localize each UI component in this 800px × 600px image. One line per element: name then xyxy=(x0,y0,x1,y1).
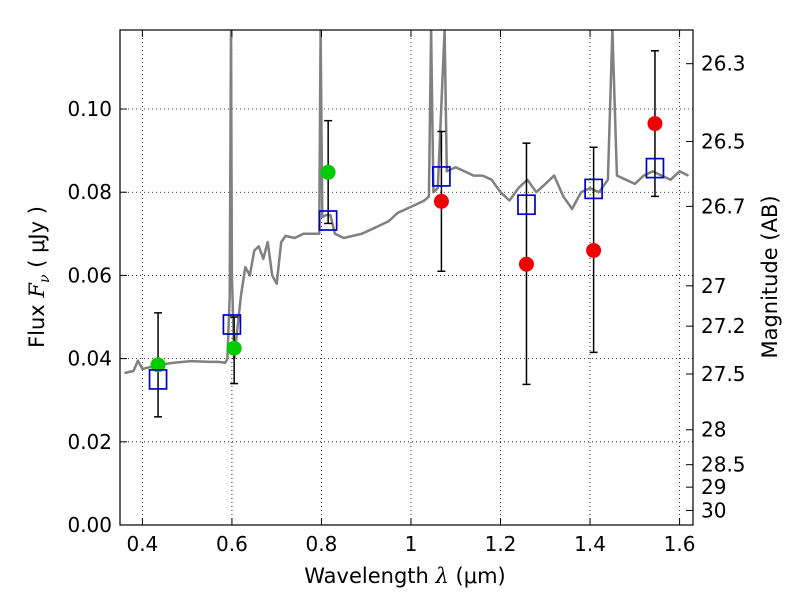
model-point xyxy=(517,194,536,216)
model-point xyxy=(148,369,168,390)
spectrum-line xyxy=(124,30,690,375)
model-photometry-series xyxy=(148,157,665,390)
observed-photometry-series xyxy=(150,116,663,373)
observed-point xyxy=(433,193,449,209)
y-tick-label: 0.10 xyxy=(67,97,112,121)
grid xyxy=(120,30,693,526)
model-point xyxy=(584,178,603,200)
y2-tick-label: 30 xyxy=(701,498,726,522)
tick-labels: 0.4 0.6 0.8 1 1.2 1.4 1.6 0.00 0.02 0.04 0.06 0.08 0… xyxy=(67,52,745,556)
x-tick-label: 1 xyxy=(405,532,418,556)
x-tick-label: 0.6 xyxy=(216,532,248,556)
observed-point xyxy=(518,256,534,272)
x-tick-label: 0.8 xyxy=(306,532,338,556)
model-point xyxy=(645,157,665,179)
x-tick-label: 1.2 xyxy=(485,532,517,556)
y-tick-label: 0.06 xyxy=(67,263,112,287)
observed-point xyxy=(226,340,242,356)
y-tick-label: 0.02 xyxy=(67,430,112,454)
plot-frame xyxy=(119,29,694,526)
observed-point xyxy=(586,242,602,258)
model-point xyxy=(318,210,338,231)
y2-tick-label: 26.7 xyxy=(701,194,746,218)
y2-tick-label: 26.3 xyxy=(701,52,746,76)
y-tick-label: 0.08 xyxy=(67,180,112,204)
y2-axis-label: Magnitude (AB) xyxy=(758,195,782,358)
observed-point xyxy=(150,357,166,373)
model-point xyxy=(432,166,451,187)
x-tick-label: 1.4 xyxy=(574,532,606,556)
y2-tick-label: 26.5 xyxy=(701,129,746,153)
y2-tick-label: 29 xyxy=(701,475,726,499)
y2-tick-label: 27 xyxy=(701,274,726,298)
observed-point xyxy=(320,164,336,180)
y2-tick-label: 28.5 xyxy=(701,453,746,477)
x-tick-label: 1.6 xyxy=(664,532,696,556)
y-tick-label: 0.04 xyxy=(67,347,112,371)
y2-tick-label: 28 xyxy=(701,418,726,442)
spectrum-series xyxy=(124,30,690,375)
y2-tick-label: 27.2 xyxy=(701,314,746,338)
y2-tick-label: 27.5 xyxy=(701,362,746,386)
y-axis-label: Flux Fν ( μJy ) xyxy=(25,206,53,348)
model-point xyxy=(222,314,242,335)
x-axis-label: Wavelength λ (μm) xyxy=(304,564,505,588)
axis-ticks xyxy=(120,30,693,526)
observed-point xyxy=(647,116,663,132)
x-tick-label: 0.4 xyxy=(126,532,158,556)
y-tick-label: 0.00 xyxy=(67,513,112,537)
